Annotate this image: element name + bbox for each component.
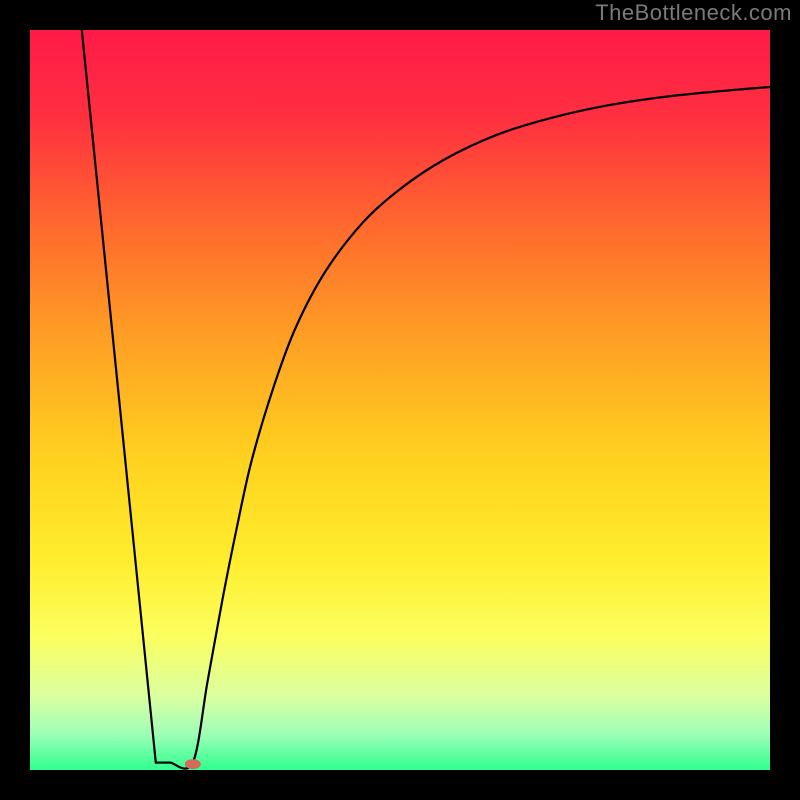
curve-left-line (82, 30, 156, 763)
watermark-text: TheBottleneck.com (595, 0, 792, 26)
chart-container: TheBottleneck.com (0, 0, 800, 800)
plot-area (30, 30, 770, 770)
valley-marker (185, 759, 201, 769)
curve-right-branch (171, 87, 770, 769)
curve-layer (30, 30, 770, 770)
